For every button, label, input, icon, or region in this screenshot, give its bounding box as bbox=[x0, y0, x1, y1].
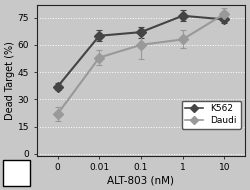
X-axis label: ALT-803 (nM): ALT-803 (nM) bbox=[108, 175, 174, 185]
Y-axis label: Dead Target (%): Dead Target (%) bbox=[5, 41, 15, 120]
Legend: K562, Daudi: K562, Daudi bbox=[182, 101, 241, 129]
